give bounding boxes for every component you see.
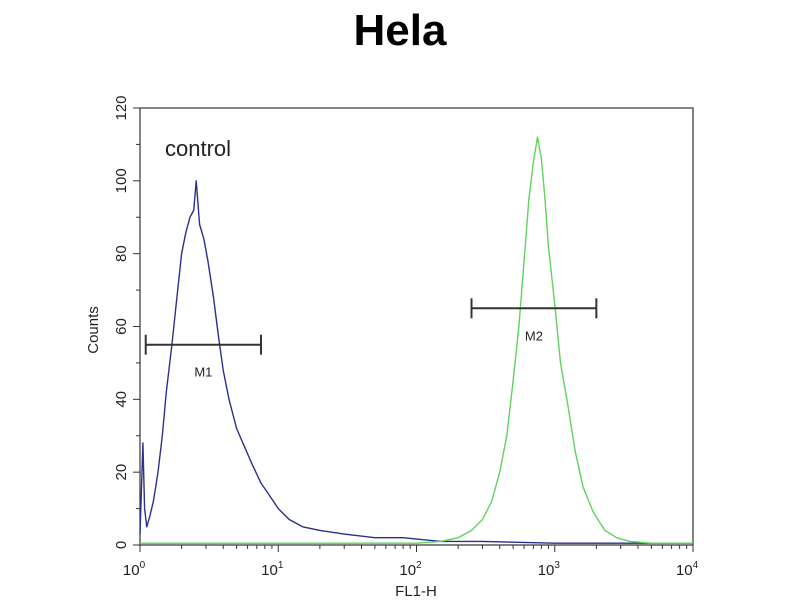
series-line-2 <box>140 136 693 544</box>
y-tick-label: 60 <box>113 318 130 335</box>
marker-label: M2 <box>525 328 543 343</box>
y-tick-label: 20 <box>113 464 130 481</box>
y-tick-label: 100 <box>113 168 130 193</box>
x-tick-label: 101 <box>261 560 284 579</box>
y-axis-label: Counts <box>85 306 102 354</box>
x-tick-label: 102 <box>399 560 422 579</box>
y-axis-ticks: 0 20 40 60 80 100 120 <box>113 95 140 549</box>
y-tick-label: 80 <box>113 245 130 262</box>
control-annotation: control <box>165 136 231 161</box>
series-line-1 <box>139 180 693 544</box>
y-tick-label: 120 <box>113 95 130 120</box>
x-tick-label: 103 <box>538 560 561 579</box>
y-tick-label: 0 <box>113 541 130 549</box>
plot-frame <box>139 107 694 546</box>
x-tick-label: 100 <box>123 560 146 579</box>
x-tick-label: 104 <box>676 560 699 579</box>
x-axis-ticks: 100 101 102 103 104 <box>123 545 699 579</box>
marker-label: M1 <box>194 365 212 380</box>
y-tick-label: 40 <box>113 391 130 408</box>
marker-group: M1 M2 <box>144 298 598 380</box>
chart-title: Hela <box>353 6 447 55</box>
series-group <box>139 136 693 544</box>
x-axis-label: FL1-H <box>395 583 437 600</box>
